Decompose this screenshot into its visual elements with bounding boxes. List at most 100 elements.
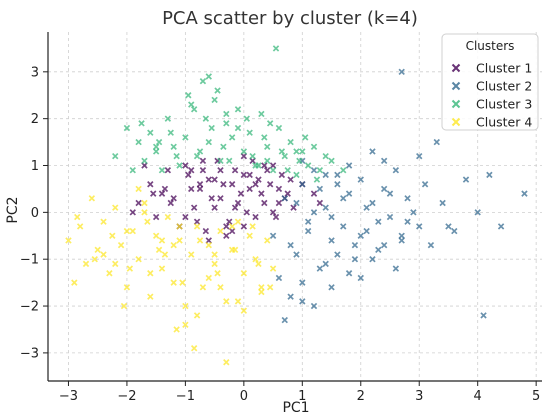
data-point-cluster-2 bbox=[357, 232, 364, 239]
data-point-cluster-3 bbox=[284, 166, 291, 174]
data-point-cluster-1 bbox=[205, 176, 212, 183]
data-point-cluster-2 bbox=[386, 213, 394, 221]
data-point-cluster-3 bbox=[135, 138, 142, 146]
data-point-cluster-4 bbox=[190, 345, 198, 352]
data-point-cluster-3 bbox=[264, 157, 271, 165]
data-point-cluster-1 bbox=[196, 185, 204, 193]
data-point-cluster-4 bbox=[123, 284, 131, 291]
legend-label-cluster-2: Cluster 2 bbox=[476, 79, 532, 94]
y-tick-label: 3 bbox=[31, 65, 39, 80]
data-point-cluster-3 bbox=[220, 143, 227, 150]
data-point-cluster-2 bbox=[299, 181, 306, 188]
data-point-cluster-3 bbox=[170, 143, 177, 150]
data-point-cluster-1 bbox=[223, 223, 230, 230]
data-point-cluster-3 bbox=[158, 166, 166, 174]
data-point-cluster-4 bbox=[141, 199, 148, 207]
data-point-cluster-4 bbox=[170, 241, 177, 249]
data-point-cluster-2 bbox=[363, 204, 370, 211]
data-point-cluster-2 bbox=[287, 293, 294, 300]
data-point-cluster-1 bbox=[290, 204, 297, 211]
data-point-cluster-2 bbox=[345, 162, 353, 169]
x-tick-label: 0 bbox=[240, 389, 248, 404]
data-point-cluster-4 bbox=[217, 227, 224, 235]
data-point-cluster-4 bbox=[205, 274, 212, 282]
legend-marker-cluster-2 bbox=[451, 81, 461, 91]
data-point-cluster-4 bbox=[71, 279, 78, 286]
data-point-cluster-1 bbox=[226, 218, 233, 225]
data-point-cluster-2 bbox=[521, 190, 528, 197]
data-point-cluster-1 bbox=[231, 204, 239, 211]
data-point-cluster-3 bbox=[261, 134, 268, 141]
data-point-cluster-1 bbox=[269, 209, 277, 216]
data-point-cluster-2 bbox=[375, 218, 382, 225]
data-point-cluster-1 bbox=[217, 166, 224, 174]
data-point-cluster-2 bbox=[328, 284, 335, 291]
y-tick-label: −2 bbox=[20, 300, 39, 315]
data-point-cluster-2 bbox=[351, 241, 359, 249]
data-point-cluster-1 bbox=[246, 185, 253, 193]
data-point-cluster-4 bbox=[234, 218, 242, 225]
data-point-cluster-3 bbox=[296, 157, 303, 165]
data-point-cluster-3 bbox=[211, 96, 218, 104]
data-point-cluster-3 bbox=[275, 124, 283, 132]
data-point-cluster-1 bbox=[223, 232, 230, 239]
data-point-cluster-2 bbox=[416, 223, 423, 230]
data-point-cluster-3 bbox=[138, 120, 145, 127]
y-tick-label: 1 bbox=[31, 159, 39, 174]
data-point-cluster-2 bbox=[334, 171, 341, 179]
data-point-cluster-3 bbox=[188, 101, 195, 108]
y-tick-label: −3 bbox=[20, 346, 39, 361]
legend-label-cluster-1: Cluster 1 bbox=[476, 61, 532, 76]
data-point-cluster-2 bbox=[369, 199, 376, 207]
data-point-cluster-3 bbox=[313, 176, 321, 183]
data-point-cluster-4 bbox=[135, 185, 142, 193]
data-point-cluster-4 bbox=[249, 223, 256, 230]
data-point-cluster-3 bbox=[228, 134, 236, 141]
data-point-cluster-1 bbox=[182, 162, 189, 169]
legend-label-cluster-4: Cluster 4 bbox=[476, 115, 532, 130]
data-point-cluster-1 bbox=[152, 213, 160, 221]
data-point-cluster-4 bbox=[76, 223, 84, 230]
data-point-cluster-4 bbox=[258, 284, 265, 291]
data-point-cluster-2 bbox=[386, 190, 394, 197]
data-point-cluster-2 bbox=[310, 302, 318, 310]
data-point-cluster-2 bbox=[380, 241, 388, 249]
data-point-cluster-1 bbox=[272, 213, 280, 221]
x-axis-label: PC1 bbox=[282, 400, 309, 416]
data-point-cluster-1 bbox=[316, 199, 324, 207]
data-point-cluster-1 bbox=[231, 166, 239, 174]
legend-marker-cluster-1 bbox=[451, 63, 461, 73]
data-points bbox=[65, 45, 528, 366]
data-point-cluster-1 bbox=[129, 209, 136, 216]
data-point-cluster-4 bbox=[112, 204, 119, 211]
data-point-cluster-3 bbox=[152, 148, 160, 155]
data-point-cluster-1 bbox=[249, 157, 256, 165]
data-point-cluster-4 bbox=[266, 284, 274, 291]
data-point-cluster-4 bbox=[211, 251, 218, 258]
data-point-cluster-3 bbox=[240, 148, 248, 155]
data-point-cluster-3 bbox=[322, 152, 329, 160]
data-point-cluster-4 bbox=[234, 298, 242, 305]
data-point-cluster-4 bbox=[205, 241, 212, 249]
data-point-cluster-3 bbox=[287, 138, 294, 146]
data-point-cluster-2 bbox=[439, 199, 446, 207]
data-point-cluster-3 bbox=[202, 115, 210, 122]
data-point-cluster-4 bbox=[82, 260, 90, 268]
data-point-cluster-1 bbox=[246, 171, 253, 179]
data-point-cluster-3 bbox=[205, 73, 212, 80]
data-point-cluster-1 bbox=[199, 157, 207, 165]
data-point-cluster-4 bbox=[161, 251, 169, 258]
data-point-cluster-1 bbox=[264, 166, 271, 174]
data-point-cluster-1 bbox=[190, 204, 198, 211]
data-point-cluster-3 bbox=[155, 138, 163, 146]
data-point-cluster-4 bbox=[176, 223, 183, 230]
data-point-cluster-2 bbox=[392, 265, 400, 272]
data-point-cluster-4 bbox=[252, 256, 259, 263]
data-point-cluster-4 bbox=[264, 237, 271, 244]
data-point-cluster-1 bbox=[255, 176, 262, 183]
data-point-cluster-2 bbox=[293, 199, 300, 207]
data-point-cluster-1 bbox=[141, 162, 148, 169]
data-point-cluster-2 bbox=[398, 232, 405, 239]
data-point-cluster-2 bbox=[316, 185, 324, 193]
data-point-cluster-1 bbox=[261, 162, 268, 169]
